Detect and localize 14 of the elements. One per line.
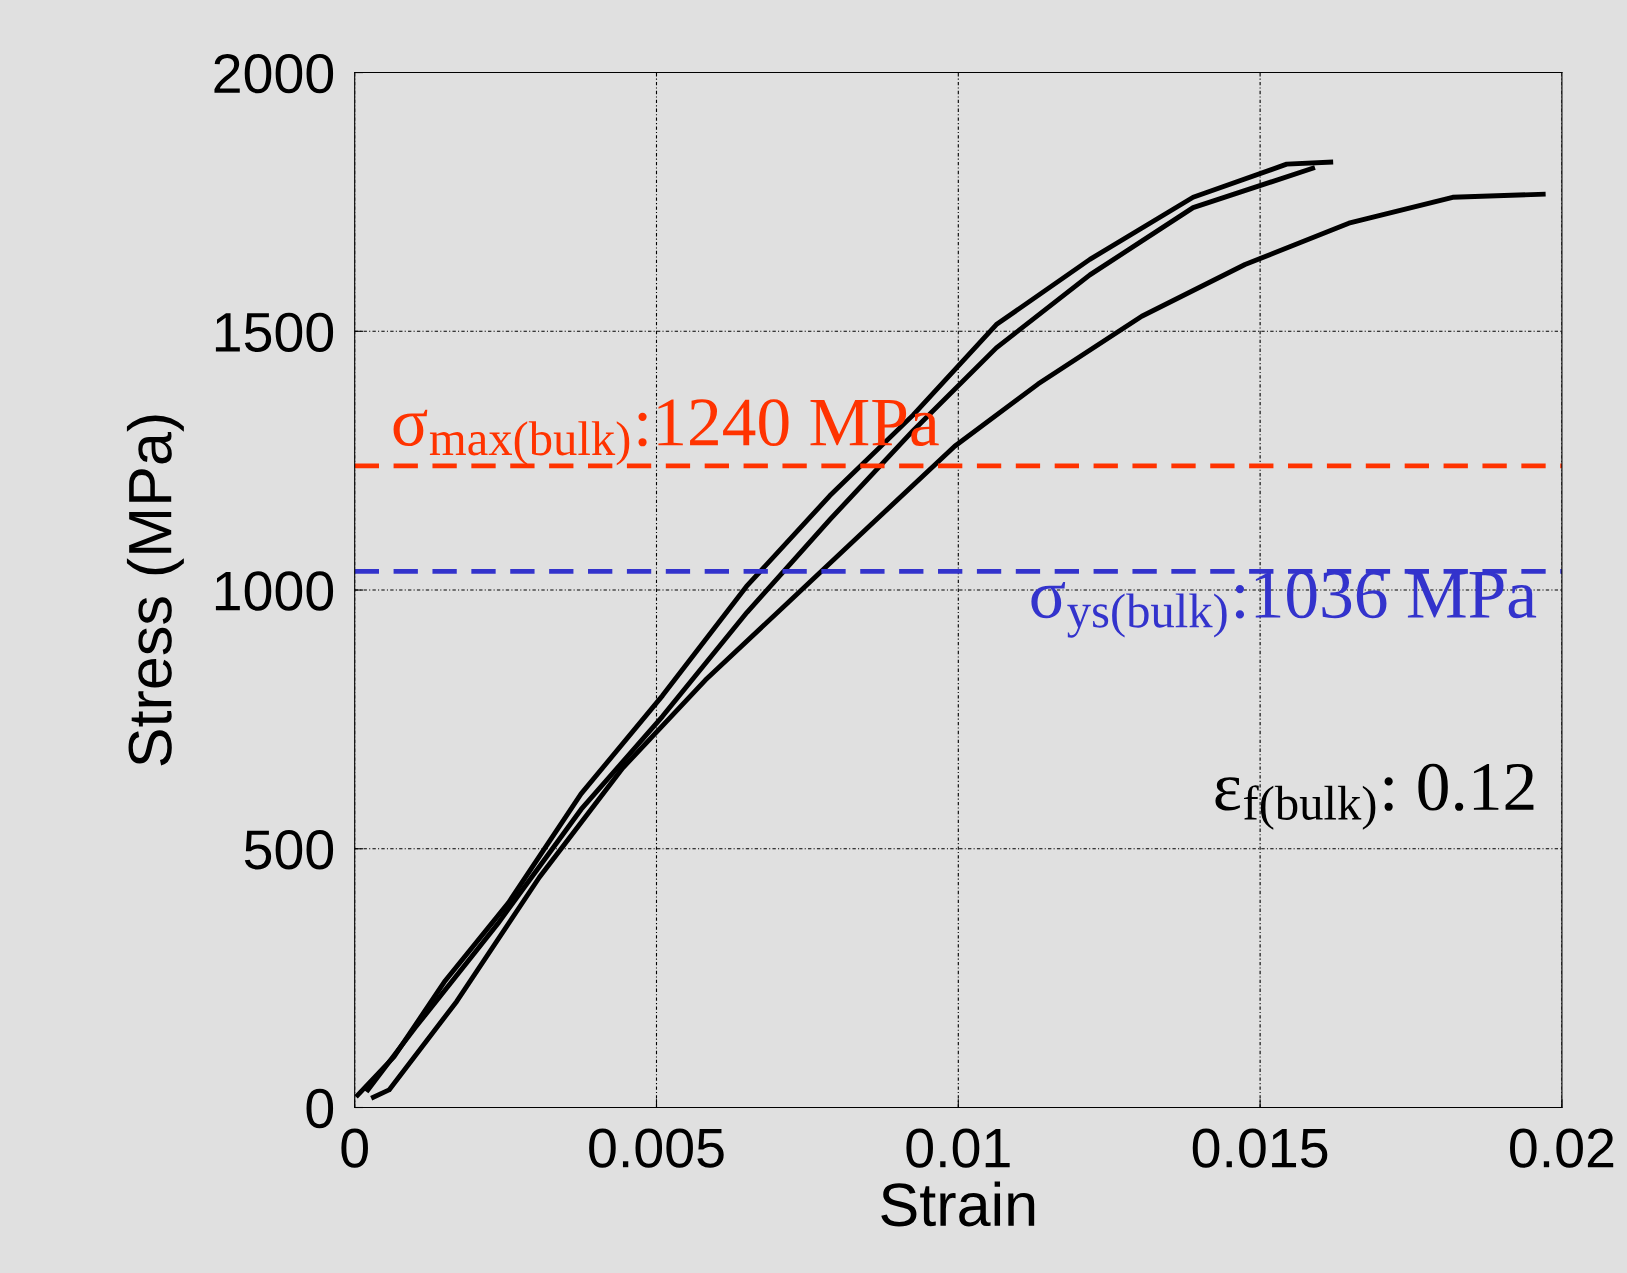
x-tick-label: 0.01	[906, 1128, 1010, 1168]
y-tick-label: 0	[306, 1088, 334, 1129]
annotation: ε$_{f(bulk)}$: 0.12	[1215, 763, 1534, 830]
y-tick-label: 2000	[214, 53, 334, 94]
x-tick-label: 0.02	[1510, 1128, 1614, 1168]
x-tick-label: 0.015	[1192, 1128, 1328, 1168]
y-tick-label: 500	[244, 830, 334, 870]
x-tick-label: 0.005	[589, 1128, 724, 1168]
x-tick-label: 0	[341, 1128, 368, 1168]
y-tick-label: 1000	[215, 571, 334, 611]
ref-line-label: σ$_{ys(bulk)}$:1036 MPa	[1031, 571, 1537, 638]
y-axis-title: Stress (MPa)	[126, 415, 184, 766]
y-tick-label: 1500	[215, 312, 334, 352]
x-axis-title: Strain	[881, 1181, 1035, 1227]
